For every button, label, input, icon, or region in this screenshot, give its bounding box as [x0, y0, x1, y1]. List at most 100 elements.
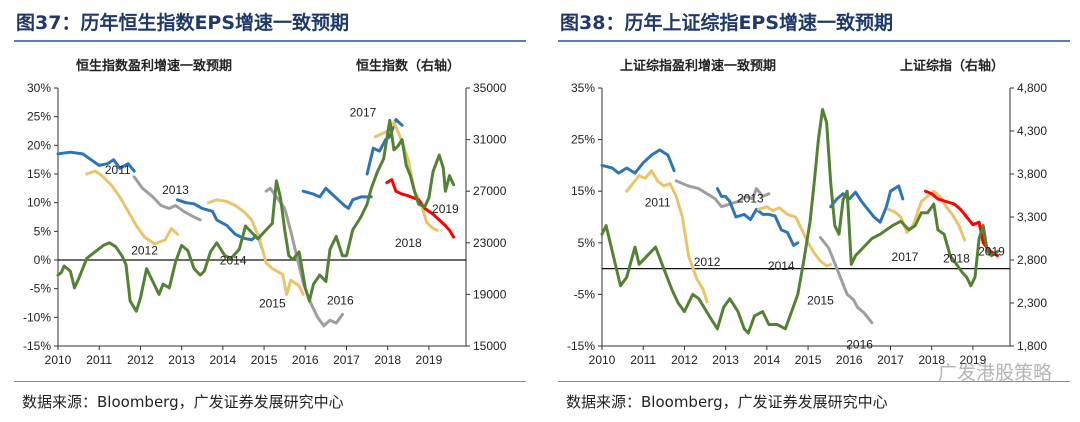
legend-index-right-axis: 恒生指数（右轴）	[356, 58, 460, 74]
y-left-tick-label: -5%	[574, 287, 596, 301]
chart-shcomp-eps: 上证综指盈利增速一致预期 上证综指（右轴） 35% 25% 15% 5% -5% -15% 4,…	[567, 58, 1047, 367]
y-left-tick-label: 15%	[571, 184, 595, 198]
annotation-year-label: 2011	[645, 196, 671, 210]
source-divider	[558, 381, 1070, 382]
annotation-year-label: 2014	[220, 254, 247, 268]
figure-title: 图38：历年上证综指EPS增速一致预期	[560, 12, 894, 34]
legend-eps-growth: 恒生指数盈利增速一致预期	[76, 58, 232, 74]
y-right-tick-label: 35000	[473, 81, 507, 95]
x-tick-label: 2011	[630, 353, 656, 367]
annotation-year-label: 2019	[978, 245, 1005, 259]
annotation-year-label: 2014	[768, 259, 795, 273]
y-right-tick-label: 15000	[473, 339, 507, 353]
y-right-tick-label: 3,300	[1017, 210, 1047, 224]
annotation-year-label: 2012	[694, 255, 721, 269]
x-tick-label: 2015	[251, 353, 278, 367]
annotation-year-label: 2019	[432, 202, 459, 216]
series-line-eps-2	[132, 175, 202, 222]
series-line-index	[56, 118, 456, 313]
y-left-tick-label: 25%	[571, 133, 595, 147]
annotation-year-label: 2015	[259, 297, 286, 311]
series-line-eps-8	[373, 120, 439, 232]
x-tick-label: 2010	[589, 353, 616, 367]
y-left-tick-label: 10%	[27, 196, 51, 210]
y-left-tick-label: 25%	[27, 110, 51, 124]
y-left-tick-label: 35%	[571, 81, 595, 95]
y-right-tick-label: 31000	[473, 133, 507, 147]
series-line-eps-0	[600, 148, 676, 175]
y-left-tick-label: -15%	[23, 339, 51, 353]
legend-index-right-axis: 上证综指（右轴）	[900, 58, 1004, 74]
source-divider	[14, 381, 526, 382]
x-tick-label: 2019	[416, 353, 443, 367]
y-left-tick-label: -5%	[30, 282, 52, 296]
figure-title: 图37：历年恒生指数EPS增速一致预期	[16, 12, 350, 34]
y-left-tick-label: 0%	[34, 253, 52, 267]
x-tick-label: 2016	[836, 353, 863, 367]
series-line-eps-6	[829, 184, 905, 224]
x-tick-label: 2017	[333, 353, 360, 367]
x-tick-label: 2011	[86, 353, 112, 367]
series-line-eps-3	[176, 198, 264, 250]
annotation-year-label: 2015	[807, 294, 834, 308]
y-left-tick-label: 5%	[34, 224, 52, 238]
series-line-index	[600, 108, 1000, 335]
chart-panel-left: 图37：历年恒生指数EPS增速一致预期 恒生指数盈利增速一致预期 恒生指数（右轴）…	[6, 0, 526, 422]
y-left-tick-label: -10%	[23, 310, 51, 324]
x-tick-label: 2018	[918, 353, 945, 367]
chart-panel-right: 图38：历年上证综指EPS增速一致预期 上证综指盈利增速一致预期 上证综指（右轴）…	[550, 0, 1070, 422]
annotation-year-label: 2018	[943, 251, 970, 265]
x-tick-label: 2012	[671, 353, 698, 367]
x-tick-label: 2018	[374, 353, 401, 367]
x-tick-label: 2016	[292, 353, 319, 367]
series-line-eps-6	[301, 186, 373, 210]
x-tick-label: 2012	[127, 353, 154, 367]
x-tick-label: 2015	[795, 353, 822, 367]
x-tick-label: 2017	[877, 353, 904, 367]
y-right-tick-label: 4,300	[1017, 124, 1047, 138]
source-note: 数据来源：Bloomberg，广发证券发展研究中心	[22, 393, 344, 411]
y-right-tick-label: 19000	[473, 287, 507, 301]
x-tick-label: 2014	[209, 353, 236, 367]
annotation-year-label: 2016	[327, 294, 354, 308]
series-line-eps-7	[886, 189, 967, 242]
series-line-eps-4	[206, 198, 305, 296]
series-line-eps-4	[757, 205, 833, 268]
y-right-tick-label: 1,800	[1017, 339, 1047, 353]
series-line-eps-1	[85, 169, 179, 246]
annotation-year-label: 2013	[737, 192, 764, 206]
y-left-tick-label: 30%	[27, 81, 51, 95]
series-line-eps-1	[625, 169, 709, 304]
chart-hsi-eps: 恒生指数盈利增速一致预期 恒生指数（右轴） 30% 25% 20% 15% 10% 5% 0% -…	[23, 58, 507, 367]
annotation-year-label: 2017	[892, 250, 919, 264]
series-line-eps-8	[924, 189, 1000, 258]
y-left-tick-label: 5%	[578, 236, 596, 250]
series-line-eps-5	[818, 236, 874, 325]
watermark-text: 广发港股策略	[937, 362, 1052, 384]
x-tick-label: 2014	[753, 353, 780, 367]
y-right-tick-label: 2,800	[1017, 253, 1047, 267]
y-right-tick-label: 4,800	[1017, 81, 1047, 95]
source-note: 数据来源：Bloomberg，广发证券发展研究中心	[566, 393, 888, 411]
y-right-tick-label: 2,300	[1017, 296, 1047, 310]
y-left-tick-label: 15%	[27, 167, 51, 181]
y-left-tick-label: -15%	[567, 339, 595, 353]
x-tick-label: 2013	[168, 353, 195, 367]
y-right-tick-label: 23000	[473, 236, 507, 250]
annotation-year-label: 2016	[846, 338, 873, 352]
annotation-year-label: 2018	[395, 236, 422, 250]
series-line-eps-3	[715, 187, 800, 247]
annotation-year-label: 2011	[105, 163, 131, 177]
annotation-year-label: 2012	[131, 243, 158, 257]
legend-eps-growth: 上证综指盈利增速一致预期	[620, 58, 776, 74]
y-right-tick-label: 3,800	[1017, 167, 1047, 181]
series-line-eps-0	[56, 150, 136, 173]
x-tick-label: 2010	[45, 353, 72, 367]
y-right-tick-label: 27000	[473, 184, 507, 198]
x-tick-label: 2013	[712, 353, 739, 367]
x-tick-label: 2019	[960, 353, 987, 367]
annotation-year-label: 2017	[350, 106, 377, 120]
title-divider	[558, 40, 1070, 42]
title-divider	[14, 40, 526, 42]
y-left-tick-label: 20%	[27, 138, 51, 152]
